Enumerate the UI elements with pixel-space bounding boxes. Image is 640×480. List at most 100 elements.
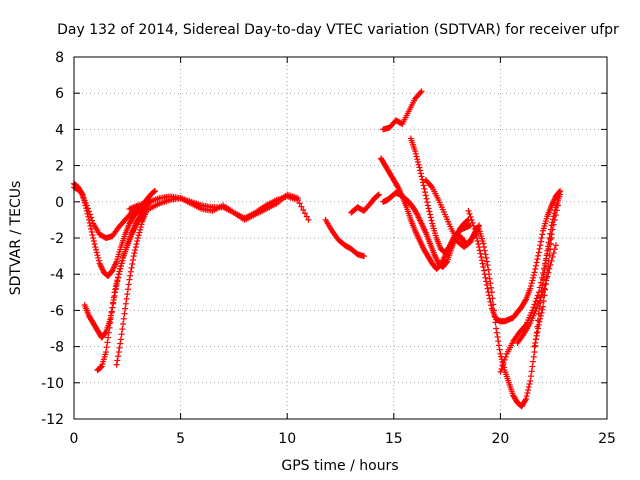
data-point bbox=[536, 297, 543, 304]
data-point bbox=[464, 217, 471, 224]
data-point bbox=[113, 280, 120, 287]
data-point bbox=[116, 268, 123, 275]
data-point bbox=[538, 309, 545, 316]
data-point bbox=[536, 284, 543, 291]
data-point bbox=[532, 298, 539, 305]
data-point bbox=[481, 267, 488, 274]
data-point bbox=[94, 252, 101, 259]
data-point bbox=[110, 294, 117, 301]
data-point bbox=[136, 229, 143, 236]
data-point bbox=[549, 254, 556, 261]
data-point bbox=[421, 185, 428, 192]
data-point bbox=[123, 295, 130, 302]
data-point bbox=[105, 334, 112, 341]
data-point bbox=[375, 191, 382, 198]
data-point bbox=[416, 164, 423, 171]
data-point bbox=[95, 257, 102, 264]
data-point bbox=[417, 170, 424, 177]
data-point bbox=[545, 257, 552, 264]
data-point bbox=[531, 349, 538, 356]
data-point bbox=[495, 338, 502, 345]
data-point bbox=[85, 213, 92, 220]
data-point bbox=[484, 262, 491, 269]
data-point bbox=[485, 266, 492, 273]
data-point bbox=[470, 222, 477, 229]
data-point bbox=[125, 286, 132, 293]
data-point bbox=[486, 275, 493, 282]
data-point bbox=[137, 224, 144, 231]
data-point bbox=[116, 344, 123, 351]
data-point bbox=[527, 373, 534, 380]
data-point bbox=[537, 279, 544, 286]
data-point bbox=[89, 231, 96, 238]
data-point bbox=[536, 245, 543, 252]
data-point bbox=[498, 356, 505, 363]
y-tick-label: 8 bbox=[55, 50, 64, 66]
y-tick-label: -2 bbox=[50, 231, 64, 247]
data-point bbox=[104, 339, 111, 346]
data-point bbox=[413, 153, 420, 160]
data-point bbox=[543, 275, 550, 282]
y-tick-label: -12 bbox=[41, 412, 64, 428]
data-point bbox=[115, 271, 122, 278]
data-point bbox=[529, 363, 536, 370]
data-point bbox=[524, 390, 531, 397]
data-point bbox=[151, 188, 158, 195]
data-point bbox=[117, 336, 124, 343]
data-point bbox=[497, 368, 504, 375]
data-point bbox=[483, 282, 490, 289]
data-point bbox=[422, 192, 429, 199]
data-point bbox=[90, 235, 97, 241]
data-point bbox=[87, 222, 94, 229]
data-point bbox=[129, 257, 136, 264]
data-point bbox=[106, 324, 113, 331]
data-point bbox=[483, 258, 490, 265]
data-point bbox=[80, 196, 87, 203]
data-point bbox=[122, 300, 129, 307]
data-point bbox=[305, 216, 312, 223]
data-point bbox=[134, 235, 141, 241]
data-point bbox=[465, 207, 472, 214]
data-point bbox=[531, 343, 538, 350]
data-point bbox=[360, 253, 367, 260]
data-point bbox=[498, 365, 505, 372]
data-point bbox=[298, 203, 305, 210]
data-point bbox=[422, 189, 429, 196]
data-point bbox=[117, 265, 124, 272]
data-point bbox=[427, 211, 434, 218]
data-point bbox=[540, 269, 547, 276]
y-tick-label: -8 bbox=[50, 340, 64, 356]
data-point bbox=[554, 202, 561, 209]
data-point bbox=[497, 350, 504, 357]
data-point bbox=[537, 238, 544, 245]
y-tick-labels: -12 -10 -8 -6 -4 -2 0 2 4 6 8 bbox=[41, 50, 64, 428]
data-point bbox=[535, 252, 542, 259]
data-point bbox=[550, 250, 557, 257]
data-point bbox=[412, 148, 419, 155]
data-point bbox=[536, 318, 543, 325]
data-point bbox=[541, 285, 548, 292]
data-point bbox=[102, 349, 109, 356]
data-point bbox=[533, 259, 540, 266]
data-point bbox=[530, 353, 537, 360]
x-tick-label: 0 bbox=[70, 431, 79, 447]
data-point bbox=[530, 272, 537, 279]
data-point bbox=[120, 320, 127, 327]
data-point bbox=[541, 292, 548, 299]
data-point bbox=[131, 250, 138, 257]
data-point bbox=[540, 303, 547, 310]
data-point bbox=[488, 284, 495, 291]
data-point bbox=[529, 277, 536, 284]
x-tick-label: 15 bbox=[385, 431, 403, 447]
data-point bbox=[552, 242, 559, 249]
data-point bbox=[488, 289, 495, 296]
data-point bbox=[490, 301, 497, 308]
data-point bbox=[114, 357, 121, 364]
x-tick-label: 20 bbox=[491, 431, 509, 447]
data-point bbox=[110, 299, 117, 306]
data-point bbox=[473, 235, 480, 241]
data-point bbox=[550, 221, 557, 228]
data-point bbox=[532, 336, 539, 343]
data-point bbox=[85, 216, 92, 223]
y-tick-label: -10 bbox=[41, 376, 64, 392]
